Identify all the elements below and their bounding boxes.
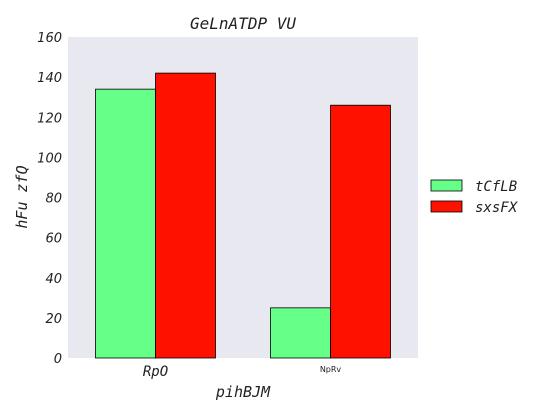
- y-tick-label: 40: [45, 272, 62, 287]
- y-tick-label: 60: [45, 232, 62, 247]
- bar: [270, 307, 331, 359]
- y-tick-label: 140: [37, 71, 62, 86]
- y-tick-label: 20: [45, 312, 62, 327]
- y-tick-label: 100: [37, 151, 62, 166]
- legend-swatch: [430, 200, 463, 213]
- x-tick-label: NpRv: [320, 365, 342, 374]
- y-tick-label: 160: [37, 31, 62, 46]
- y-tick-label: 120: [37, 111, 62, 126]
- legend-label: tCfLB: [475, 179, 517, 195]
- y-axis-ticks: 0 20 40 60 80 100 120 140 160: [37, 31, 62, 367]
- chart-title: GeLnATDP VU: [190, 14, 296, 33]
- x-axis-label: pihBJM: [215, 383, 271, 401]
- legend: tCfLB sxsFX: [430, 179, 519, 216]
- bar: [330, 104, 391, 359]
- bars-group: [95, 72, 391, 359]
- y-axis-label: hFu zfQ: [13, 165, 31, 228]
- legend-swatch: [430, 179, 463, 192]
- y-tick-label: 80: [45, 192, 62, 207]
- y-tick-label: 0: [54, 352, 62, 367]
- x-axis-ticks: RpO NpRv: [143, 364, 342, 380]
- bar: [95, 88, 156, 359]
- bar: [155, 72, 216, 359]
- x-tick-label: RpO: [143, 364, 168, 380]
- legend-label: sxsFX: [475, 200, 519, 216]
